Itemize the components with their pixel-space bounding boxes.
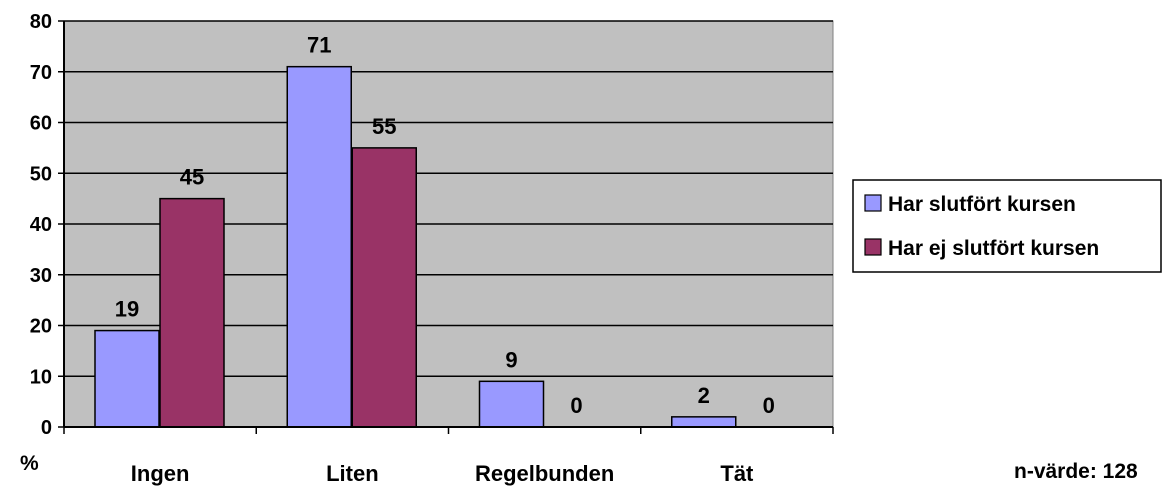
bar-2-liten [351,147,417,428]
y-tick-label: 30 [30,265,52,287]
x-tick-label: Liten [326,461,379,486]
data-label: 2 [698,383,710,408]
x-tick-label: Regelbunden [475,461,614,486]
y-tick-label: 40 [30,214,52,236]
y-tick-labels: 0 10 20 30 40 50 60 70 80 [30,11,64,439]
x-tick-labels: Ingen Liten Regelbunden Tät [63,427,834,486]
legend-box [852,179,1162,273]
bar-1-regelbunden [478,380,545,428]
y-tick-label: 10 [30,366,52,388]
data-label: 45 [180,165,204,190]
data-label: 71 [307,33,331,58]
y-tick-label: 80 [30,11,52,33]
bar-1-tät [671,416,737,428]
bar-1-ingen [94,329,160,428]
legend-label-series-1: Har slutfört kursen [888,193,1076,216]
y-tick-label: 20 [30,316,52,338]
legend-swatch-series-2 [864,238,882,256]
y-tick-label: 50 [30,163,52,185]
sample-size-note: n-värde: 128 [1014,460,1138,483]
data-label: 0 [570,393,582,418]
legend-swatch-series-1 [864,194,882,212]
bar-1-liten [286,65,352,428]
data-label: 55 [372,114,396,139]
y-tick-label: 70 [30,62,52,84]
y-tick-label: 60 [30,113,52,135]
data-label: 0 [763,393,775,418]
x-tick-label: Ingen [131,461,190,486]
y-axis-label: % [20,452,39,475]
bar-2-ingen [159,197,225,428]
y-tick-label: 0 [41,417,52,439]
data-label: 9 [505,347,517,372]
legend: Har slutfört kursen Har ej slutfört kurs… [852,179,1162,273]
legend-label-series-2: Har ej slutfört kursen [888,237,1099,260]
data-label: 19 [115,297,139,322]
x-tick-label: Tät [720,461,754,486]
bars [94,65,737,428]
data-labels: 19 45 71 55 9 0 2 0 [115,33,775,418]
